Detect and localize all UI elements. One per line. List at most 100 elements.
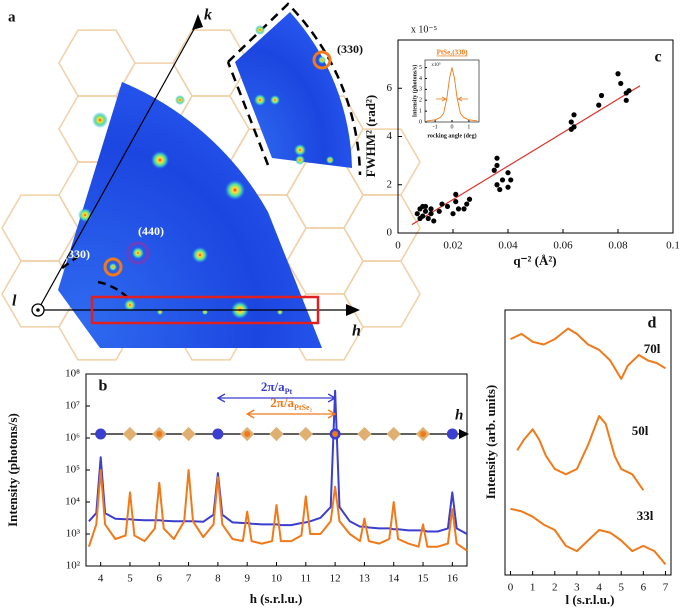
data-point [505,170,511,176]
x-tick-label: 0 [395,240,401,252]
data-point [422,203,429,210]
y-axis-label: Intensity (photons/s) [411,65,418,118]
series-label: 70l [644,341,661,356]
x-tick-label: 4 [98,573,104,585]
data-point [466,196,473,202]
x-tick-label: 0.06 [553,240,573,252]
data-point [596,102,602,108]
data-point [422,208,429,214]
diffraction-spot [132,247,144,259]
pt-site [446,428,458,440]
data-point [494,155,500,161]
arrow-head [192,14,203,30]
panel-letter: a [8,9,16,25]
spot-label: (330) [64,247,90,261]
plot-frame [504,309,672,576]
x-tick-label: 3 [574,582,580,594]
x-axis-label: rocking angle (deg) [427,132,476,139]
y-tick-label: 10⁸ [65,368,80,380]
ptse2-dot [156,431,163,437]
x-tick-label: 10 [271,573,283,585]
data-point [497,186,503,193]
k-axis [37,21,199,311]
x-tick-label: 0.1 [666,240,680,252]
diffraction-spot [294,144,306,156]
data-point [431,218,437,224]
data-point [420,213,426,219]
hexagon [343,194,421,262]
axis-name: h [455,407,463,423]
x-tick-label: 5 [618,582,624,594]
data-point [491,167,497,173]
diffraction-spot [109,263,117,271]
pt-site [212,428,224,440]
data-point [444,203,451,210]
y-tick-label: 10³ [66,528,81,540]
diffraction-spot [270,95,280,105]
annotation: 2π/aPt [261,379,293,396]
dashed-outline [61,253,131,301]
y-tick-label: 0 [419,119,422,125]
series-line [510,327,667,380]
axis-name: k [204,7,212,24]
data-point [623,97,629,103]
y-tick-label: 6 [387,82,393,94]
panel-letter: c [654,49,661,66]
spot-label: (440) [138,224,164,238]
l-axis-dot [36,308,40,312]
distance-arrow [245,409,337,419]
ptse2-site [269,426,284,442]
series-label: 33l [637,508,654,523]
data-point [494,162,500,169]
plot-frame [424,59,480,123]
y-axis-label: Intensity (photons/s) [5,413,20,527]
series-line [516,415,645,491]
dashed-outline [226,2,362,176]
spot-ring [312,50,332,70]
data-point [494,182,500,188]
diffraction-spot [225,180,245,200]
pt-site [95,428,107,440]
diffraction-wedge-small [235,12,352,168]
diffraction-spot [175,95,185,105]
data-point [464,201,470,207]
data-point [453,191,459,197]
x-tick-label: 4 [596,582,602,594]
series-label: 50l [632,423,649,438]
y-tick-label: 10⁵ [65,464,80,476]
y-tick-label: 4 [387,130,393,142]
annotation-text: 2π/a [261,379,285,394]
annotation-sub: Pt [285,387,293,396]
panel-letter: d [648,315,657,332]
data-point [615,71,621,77]
x-tick-label: 0.04 [498,240,518,252]
data-point [453,199,459,205]
diffraction-wedge [58,82,322,348]
x-tick-label: 0 [508,582,514,594]
ptse2-site [181,426,196,442]
spots [78,25,334,319]
x-tick-label: 11 [301,573,312,585]
spot-ring [126,241,150,265]
hexagon [343,260,421,328]
x-tick-label: 13 [359,573,371,585]
x-tick-label: 14 [388,573,400,585]
arrow-head [346,304,360,316]
x-tick-label: 12 [330,573,341,585]
y-tick-label: 2 [419,98,422,104]
diffraction-spot [151,151,169,169]
charts: 0 0.02 0.04 0.06 0.08 0.1 0 2 4 6 q⁻² (Å²) FWHM² (r… [5,24,680,607]
data-point [499,177,506,183]
series-line [88,389,468,535]
hexagon [343,128,421,196]
diffraction-spot [326,156,334,164]
red-box [90,295,320,325]
data-point [428,211,434,217]
x-axis-label: h (s.r.l.u.) [250,591,303,606]
annotation-sub: PtSe₂ [294,403,313,412]
data-point [436,208,442,214]
diffraction-spot [254,94,266,106]
y-tick-label: 10⁷ [65,400,80,412]
ptse2-dot [244,431,251,437]
ptse2-site [357,426,372,442]
